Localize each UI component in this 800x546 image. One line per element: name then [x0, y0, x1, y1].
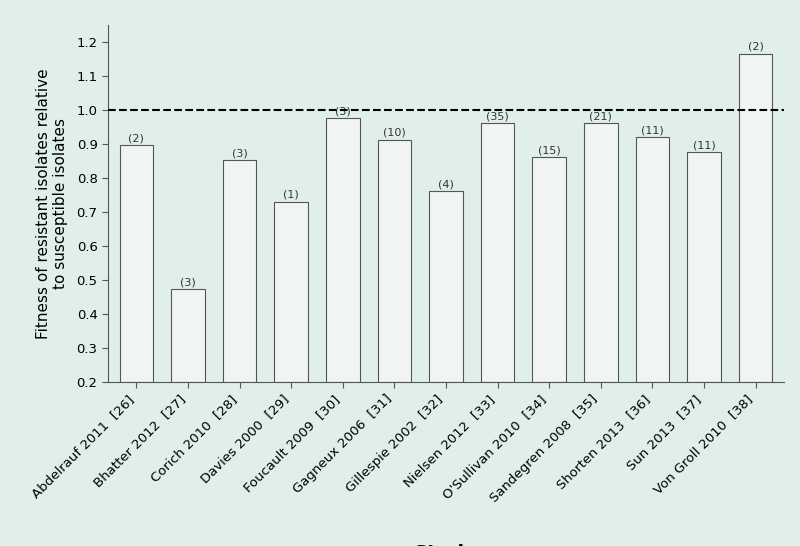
Bar: [430, 191, 462, 382]
Bar: [687, 152, 721, 382]
Bar: [378, 140, 411, 382]
Text: (21): (21): [590, 111, 612, 122]
Bar: [274, 201, 308, 382]
Text: (3): (3): [232, 149, 247, 158]
Text: (15): (15): [538, 145, 561, 155]
Text: (3): (3): [180, 277, 196, 288]
Bar: [223, 160, 256, 382]
Bar: [481, 123, 514, 382]
Text: (2): (2): [129, 134, 144, 144]
Text: (1): (1): [283, 190, 299, 200]
Bar: [636, 137, 669, 382]
Text: (2): (2): [748, 42, 763, 52]
Y-axis label: Fitness of resistant isolates relative
to susceptible isolates: Fitness of resistant isolates relative t…: [36, 68, 68, 339]
Bar: [120, 145, 153, 382]
X-axis label: Study: Study: [414, 544, 478, 546]
Text: (11): (11): [641, 125, 664, 135]
Text: (4): (4): [438, 179, 454, 189]
Text: (3): (3): [335, 106, 350, 116]
Text: (10): (10): [383, 128, 406, 138]
Text: (11): (11): [693, 140, 715, 151]
Bar: [326, 118, 359, 382]
Text: (35): (35): [486, 111, 509, 122]
Bar: [533, 157, 566, 382]
Bar: [171, 289, 205, 382]
Bar: [739, 54, 772, 382]
Bar: [584, 123, 618, 382]
